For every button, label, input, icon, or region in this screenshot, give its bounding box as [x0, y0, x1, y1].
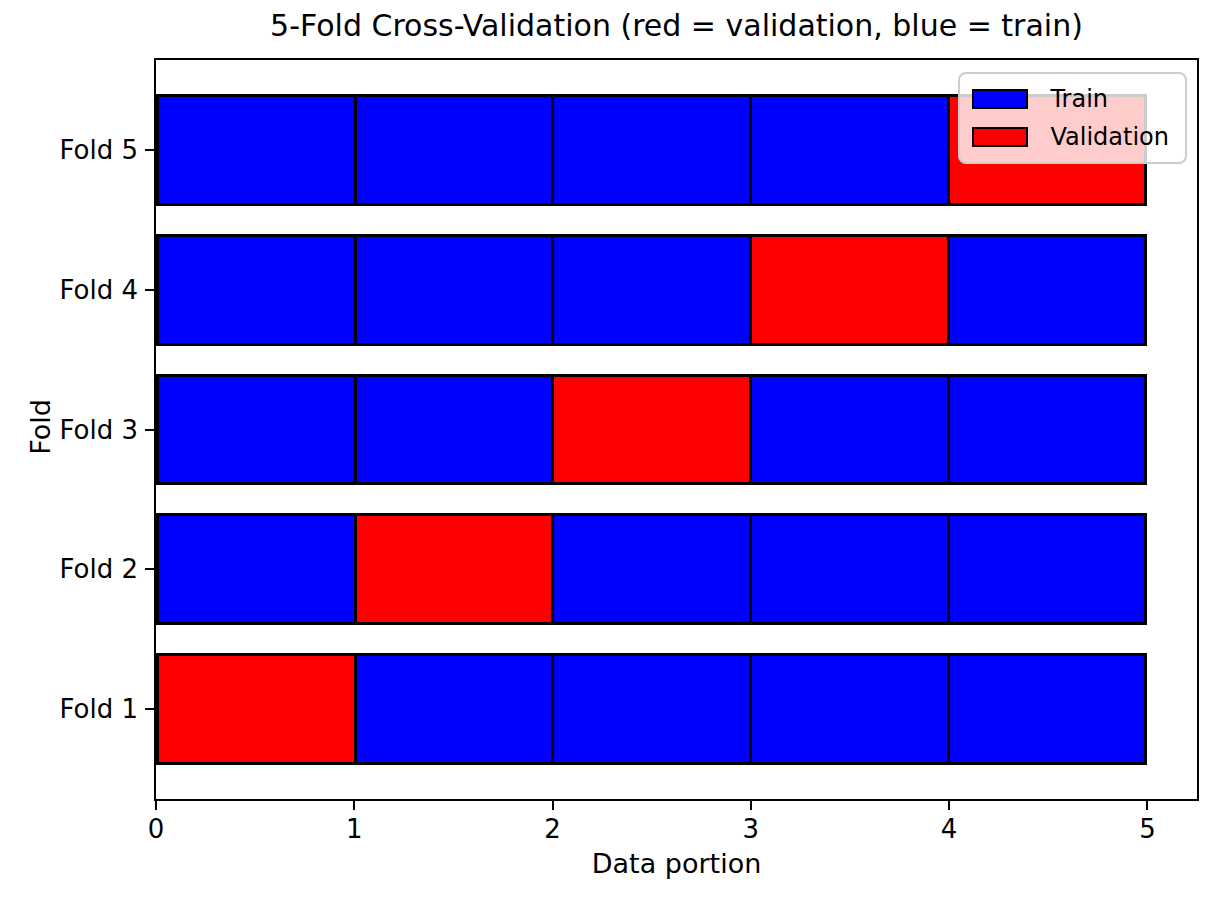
x-tick-label: 3 — [743, 814, 760, 844]
x-tick-mark — [1146, 801, 1148, 810]
plot-area: Train Validation 012345Fold 1Fold 2Fold … — [154, 58, 1199, 801]
bar-segment-train — [749, 377, 947, 483]
x-tick-mark — [948, 801, 950, 810]
y-tick-label: Fold 3 — [60, 415, 138, 445]
x-tick-mark — [750, 801, 752, 810]
bar-segment-train — [947, 656, 1145, 762]
legend-item-validation: Validation — [972, 123, 1169, 151]
y-tick-mark — [145, 429, 154, 431]
y-tick-label: Fold 2 — [60, 554, 138, 584]
x-tick-mark — [353, 801, 355, 810]
y-tick-label: Fold 4 — [60, 275, 138, 305]
bar-segment-train — [551, 237, 749, 343]
y-tick-mark — [145, 149, 154, 151]
x-tick-label: 4 — [941, 814, 958, 844]
figure: 5-Fold Cross-Validation (red = validatio… — [0, 0, 1215, 898]
x-tick-label: 0 — [148, 814, 165, 844]
legend: Train Validation — [958, 72, 1187, 164]
legend-label-validation: Validation — [1050, 123, 1169, 151]
bar-segment-train — [749, 656, 947, 762]
bar-segment-train — [947, 516, 1145, 622]
bar-segment-train — [551, 97, 749, 203]
fold-bar-row — [156, 653, 1147, 765]
y-tick-mark — [145, 289, 154, 291]
bar-segment-train — [354, 656, 552, 762]
bar-segment-train — [749, 516, 947, 622]
bar-segment-train — [354, 377, 552, 483]
x-tick-mark — [552, 801, 554, 810]
fold-bar-row — [156, 374, 1147, 486]
bar-segment-validation — [159, 656, 354, 762]
bar-segment-train — [947, 237, 1145, 343]
x-tick-label: 2 — [544, 814, 561, 844]
bar-segment-train — [354, 97, 552, 203]
y-tick-label: Fold 5 — [60, 135, 138, 165]
x-tick-label: 5 — [1139, 814, 1156, 844]
x-tick-mark — [155, 801, 157, 810]
x-tick-label: 1 — [346, 814, 363, 844]
chart-title: 5-Fold Cross-Validation (red = validatio… — [156, 8, 1197, 43]
x-axis-label: Data portion — [156, 848, 1197, 879]
bar-segment-validation — [354, 516, 552, 622]
bar-segment-train — [159, 377, 354, 483]
bar-segment-train — [551, 656, 749, 762]
bar-segment-train — [159, 237, 354, 343]
y-tick-mark — [145, 708, 154, 710]
fold-bar-row — [156, 513, 1147, 625]
y-tick-mark — [145, 568, 154, 570]
legend-label-train: Train — [1050, 85, 1108, 113]
legend-item-train: Train — [972, 85, 1169, 113]
bar-segment-train — [947, 377, 1145, 483]
y-axis-label: Fold — [25, 399, 56, 455]
bar-segment-train — [159, 97, 354, 203]
bar-segment-train — [354, 237, 552, 343]
bar-segment-train — [159, 516, 354, 622]
validation-swatch-icon — [972, 127, 1028, 147]
y-tick-label: Fold 1 — [60, 694, 138, 724]
fold-bar-row — [156, 234, 1147, 346]
train-swatch-icon — [972, 89, 1028, 109]
bar-segment-train — [551, 516, 749, 622]
bar-segment-validation — [551, 377, 749, 483]
bar-segment-validation — [749, 237, 947, 343]
bar-segment-train — [749, 97, 947, 203]
